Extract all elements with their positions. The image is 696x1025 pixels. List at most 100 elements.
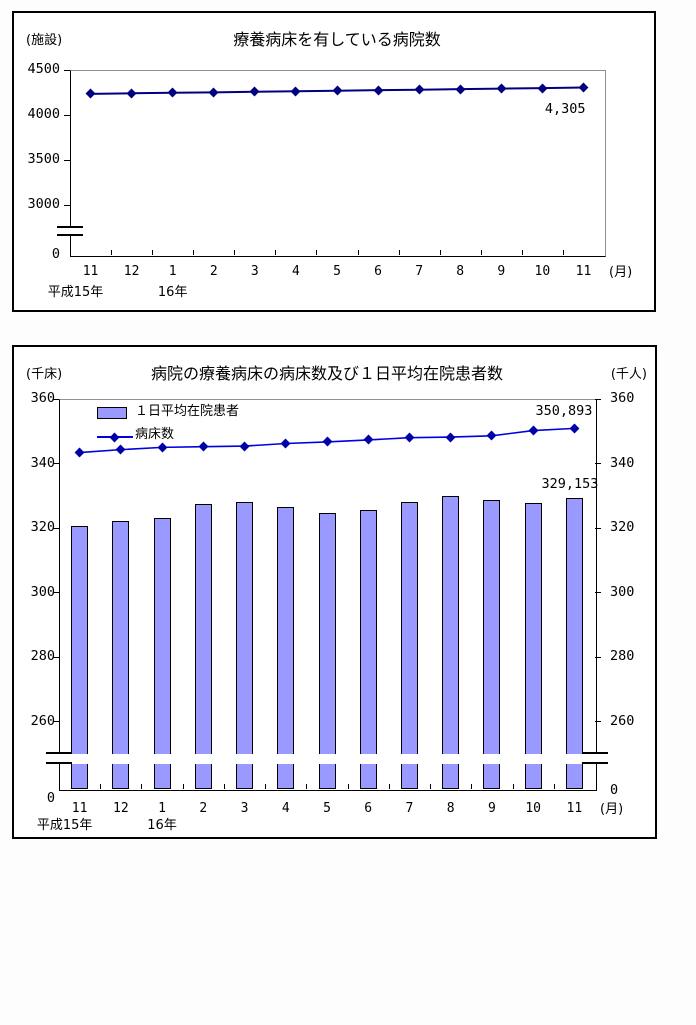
y-right-tick-mark	[595, 721, 601, 722]
x-tick-label: 3	[240, 801, 249, 816]
y-tick-mark	[64, 69, 70, 71]
x-tick-label: 1	[158, 801, 166, 816]
y-tick-mark	[64, 159, 70, 161]
x-tick-label: 3	[250, 264, 259, 279]
x-tick-mark	[234, 250, 236, 255]
x-tick-label: 12	[113, 801, 129, 816]
x-tick-mark	[430, 784, 432, 789]
y-tick-label: 320	[30, 519, 55, 535]
x-tick-label: 7	[415, 264, 424, 279]
y-axis-right-unit-label: (千人)	[610, 367, 647, 382]
y-zero-label: 0	[51, 246, 60, 262]
x-tick-mark	[275, 250, 277, 255]
y-tick-label: 3000	[27, 196, 60, 212]
value-label: 350,893	[535, 403, 593, 420]
legend-line-swatch-icon	[97, 432, 133, 442]
axis-break-mark	[57, 234, 83, 236]
y-right-zero-label: 0	[610, 782, 619, 798]
bar-month-9	[483, 499, 501, 789]
chart-title: 療養病床を有している病院数	[233, 30, 441, 49]
y-right-tick-label: 280	[610, 648, 635, 664]
y-tick-mark	[53, 527, 59, 529]
x-tick-label: 4	[291, 264, 300, 279]
axis-break-mark	[57, 226, 83, 228]
axis-break-band	[60, 754, 594, 764]
x-axis-unit-label: (月)	[609, 265, 633, 280]
y-tick-mark	[53, 656, 59, 658]
bar-month-7	[400, 502, 418, 789]
x-tick-label: 11	[82, 264, 99, 279]
bar-month-11	[71, 526, 89, 789]
plot-area	[70, 70, 606, 257]
x-tick-mark	[182, 784, 184, 789]
y-tick-label: 300	[30, 583, 55, 600]
y-right-tick-mark	[595, 592, 601, 593]
x-tick-mark	[100, 784, 102, 789]
x-tick-mark	[223, 784, 225, 789]
bar-month-8	[442, 496, 460, 789]
bar-month-1	[153, 518, 171, 789]
x-tick-label: 2	[209, 264, 218, 279]
axis-break-gap	[58, 754, 61, 762]
bar-month-11	[565, 498, 583, 789]
legend-line-label: 病床数	[135, 427, 175, 442]
x-tick-label: 8	[446, 801, 455, 816]
x-tick-label: 5	[323, 801, 331, 816]
y-right-tick-mark	[595, 527, 601, 529]
x-tick-label: 6	[364, 801, 373, 816]
hospitals-count-chart: (施設) 療養病床を有している病院数 4500 4000 3500 3000 0 11 12…	[12, 11, 656, 312]
x-tick-mark	[152, 250, 154, 255]
x-tick-label: 9	[487, 801, 496, 816]
x-tick-label: 1	[168, 264, 177, 279]
x-tick-mark	[141, 784, 143, 789]
bar-month-4	[277, 507, 295, 789]
y-right-tick-mark	[595, 656, 601, 658]
y-tick-label: 260	[30, 712, 55, 729]
era-label: 平成15年	[36, 818, 93, 833]
bar-month-3	[236, 502, 254, 789]
x-tick-mark	[439, 250, 441, 255]
y-tick-mark	[64, 114, 70, 116]
y-right-tick-mark	[595, 463, 601, 464]
y-tick-label: 280	[30, 648, 55, 664]
x-tick-label: 11	[566, 801, 583, 816]
y-tick-label: 3500	[27, 151, 60, 167]
x-tick-label: 12	[123, 264, 140, 279]
bar-month-6	[359, 510, 377, 789]
y-tick-label: 4000	[27, 106, 60, 122]
y-tick-mark	[64, 204, 70, 206]
x-tick-label: 5	[333, 264, 341, 279]
axis-break-gap	[69, 228, 72, 234]
legend-bar-label: １日平均在院患者	[135, 404, 240, 419]
x-tick-mark	[193, 250, 195, 255]
x-tick-mark	[388, 784, 390, 789]
y-tick-mark	[53, 721, 59, 722]
x-tick-label: 7	[405, 801, 414, 816]
y-tick-mark	[53, 592, 59, 593]
value-label: 329,153	[541, 476, 599, 493]
y-zero-label: 0	[46, 790, 55, 806]
x-tick-mark	[562, 250, 564, 255]
x-tick-label: 4	[281, 801, 290, 816]
legend-bar-swatch-icon	[97, 407, 127, 419]
y-tick-label: 360	[30, 390, 55, 406]
y-axis-unit-label: (千床)	[26, 367, 63, 382]
y-tick-mark	[53, 398, 59, 400]
y-tick-label: 4500	[27, 61, 60, 77]
era-label: 16年	[147, 818, 177, 833]
x-tick-mark	[471, 784, 473, 789]
x-tick-mark	[306, 784, 308, 789]
era-label: 平成15年	[47, 285, 104, 300]
y-right-tick-label: 340	[610, 454, 635, 471]
axis-break-gap	[594, 754, 597, 762]
x-tick-label: 2	[199, 801, 208, 816]
x-tick-mark	[316, 250, 318, 255]
y-tick-label: 340	[30, 454, 55, 471]
x-tick-label: 8	[456, 264, 465, 279]
bar-month-12	[112, 520, 130, 789]
x-tick-mark	[347, 784, 349, 789]
y-right-tick-label: 300	[610, 583, 635, 600]
y-right-tick-label: 320	[610, 519, 635, 535]
x-tick-label: 11	[71, 801, 88, 816]
x-tick-label: 6	[374, 264, 382, 279]
